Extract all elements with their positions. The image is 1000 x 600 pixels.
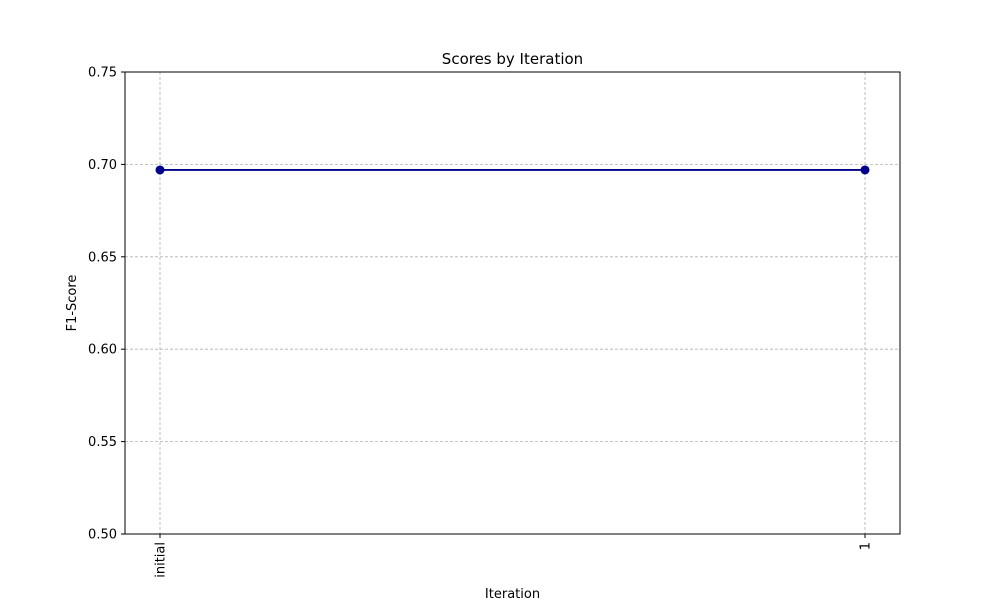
- chart-title: Scores by Iteration: [442, 50, 583, 68]
- x-tick-label: 1: [859, 542, 874, 550]
- y-tick-label: 0.55: [88, 435, 117, 450]
- y-tick-label: 0.70: [88, 158, 117, 173]
- y-tick-label: 0.60: [88, 343, 117, 358]
- y-tick-label: 0.50: [88, 528, 117, 543]
- y-tick-label: 0.65: [88, 250, 117, 265]
- series-layer: [155, 165, 870, 175]
- y-axis-label: F1-Score: [65, 275, 80, 332]
- data-point: [860, 165, 870, 175]
- x-tick-label: initial: [154, 542, 169, 578]
- plot-frame: [124, 71, 901, 535]
- y-tick-label: 0.75: [88, 66, 117, 81]
- x-axis-label: Iteration: [485, 587, 540, 600]
- ticks-layer: 0.50 0.55 0.60 0.65 0.70 0.75 initial 1: [88, 66, 873, 578]
- data-point: [155, 165, 165, 175]
